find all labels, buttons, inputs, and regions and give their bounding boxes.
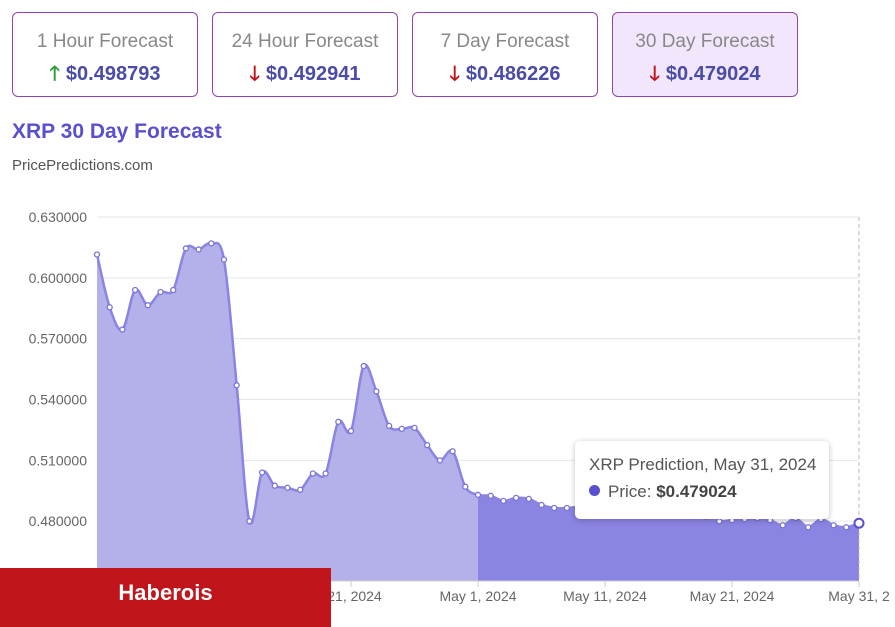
data-point [309,470,317,477]
data-point [398,425,405,433]
data-point [373,388,380,395]
data-point [538,501,545,509]
x-tick-label: May 1, 2024 [439,588,516,604]
y-tick-label: 0.510000 [29,452,88,468]
y-tick-label: 0.540000 [29,392,88,408]
data-point [284,484,291,491]
card-label: 24 Hour Forecast [231,31,379,52]
card-label: 1 Hour Forecast [36,31,174,52]
data-point [322,470,329,477]
tooltip-label: Price: [608,482,652,501]
data-point [335,418,342,425]
data-point [208,240,215,247]
data-point [297,486,304,493]
chart-source: PricePredictions.com [12,157,153,174]
x-tick-label: May 31, 2 [828,588,890,604]
x-tick-label: May 21, 2024 [690,588,775,604]
data-point [449,448,456,455]
arrow-up-icon: 🡑 [49,63,60,85]
tooltip-title: XRP Prediction, May 31, 2024 [589,455,817,474]
card-value-row: 🡑 $0.498793 [13,59,197,93]
arrow-down-icon: 🡓 [649,63,660,85]
data-point [246,518,253,525]
data-point [563,504,571,512]
card-value: $0.479024 [665,63,761,85]
data-point [512,494,520,502]
data-point [93,251,101,258]
card-label: 30 Day Forecast [635,31,775,52]
y-tick-label: 0.630000 [29,209,88,225]
data-point [360,362,367,370]
chart-tooltip: XRP Prediction, May 31, 2024 Price: $0.4… [575,441,829,519]
data-point [271,482,278,489]
data-point [843,524,850,531]
data-point [779,522,786,529]
tooltip-value: $0.479024 [656,482,737,501]
data-point [436,457,444,464]
data-point [233,382,240,389]
data-point [119,326,126,333]
series-dot-icon [589,485,600,497]
data-point [830,522,837,529]
data-point [106,304,113,311]
tooltip-row: Price: $0.479024 [589,482,829,502]
data-point [500,497,507,505]
data-point [195,246,202,253]
data-point [182,245,190,252]
x-tick-label: l 21, 2024 [320,588,382,604]
data-point [170,286,177,294]
data-point [157,288,164,296]
card-value: $0.492941 [265,63,361,85]
data-point [853,517,865,529]
y-tick-label: 0.600000 [29,270,88,286]
data-point [411,424,418,432]
forecast-card-24-hour[interactable]: 24 Hour Forecast 🡓 $0.492941 [212,12,398,97]
data-point [131,286,139,294]
y-tick-label: 0.570000 [29,331,88,347]
price-chart[interactable]: 0.630000 0.600000 0.570000 0.540000 0.510000… [0,195,895,610]
forecast-card-7-day[interactable]: 7 Day Forecast 🡓 $0.486226 [412,12,598,97]
card-value: $0.486226 [465,63,561,85]
y-tick-label: 0.480000 [29,513,88,529]
card-value-row: 🡓 $0.479024 [613,59,797,93]
forecast-area [478,494,859,581]
chart-title: XRP 30 Day Forecast [12,120,222,143]
arrow-down-icon: 🡓 [449,63,460,85]
arrow-down-icon: 🡓 [249,63,260,85]
forecast-card-30-day[interactable]: 30 Day Forecast 🡓 $0.479024 [612,12,798,97]
data-point [805,524,812,531]
data-point [258,469,266,476]
data-point [144,302,151,309]
data-point [474,491,482,498]
forecast-card-1-hour[interactable]: 1 Hour Forecast 🡑 $0.498793 [12,12,198,97]
data-point [487,492,494,499]
data-point [385,422,393,430]
watermark-banner: Haberois [0,568,331,627]
card-value-row: 🡓 $0.492941 [213,59,397,93]
card-value: $0.498793 [65,63,161,85]
data-point [525,495,532,503]
history-area [97,242,478,582]
data-point [551,504,558,512]
card-label: 7 Day Forecast [440,31,570,52]
data-point [220,256,228,263]
x-tick-label: May 11, 2024 [563,588,647,604]
data-point [462,483,469,490]
data-point [716,518,723,525]
data-point [424,441,431,449]
data-point [347,427,355,435]
card-value-row: 🡓 $0.486226 [413,59,597,93]
